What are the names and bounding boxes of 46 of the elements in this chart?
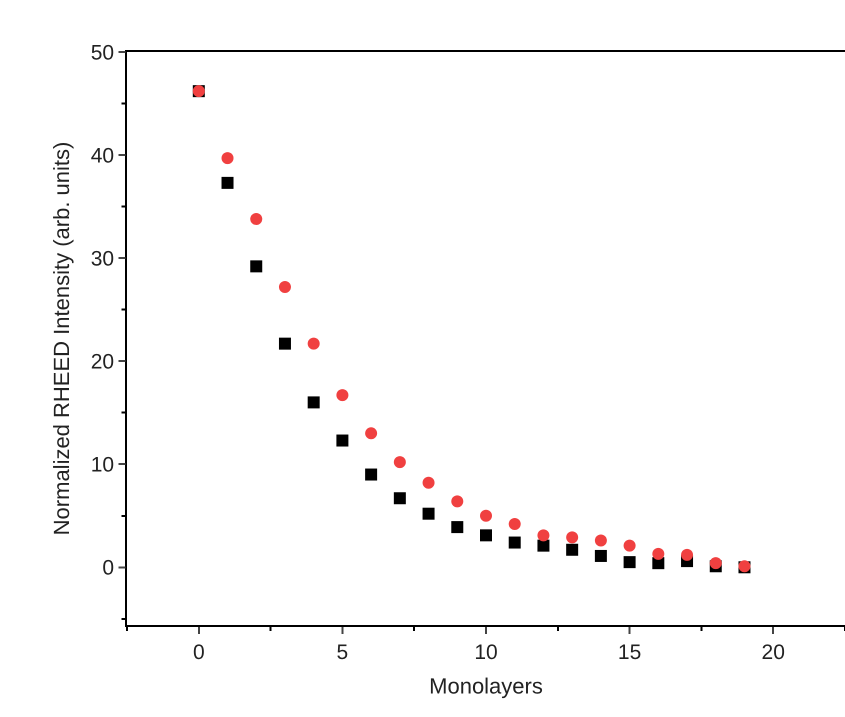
point	[480, 529, 492, 542]
y-axis-title: Normalized RHEED Intensity (arb. units)	[48, 142, 74, 536]
point	[365, 427, 378, 440]
point	[508, 536, 521, 549]
point	[566, 531, 578, 544]
point	[451, 521, 464, 534]
x-tick-label: 5	[336, 640, 348, 664]
point	[537, 540, 550, 552]
y-tick-label: 50	[90, 41, 114, 64]
point	[537, 529, 550, 542]
x-tick-label: 0	[192, 640, 205, 664]
point	[594, 550, 607, 562]
point	[422, 476, 435, 489]
point	[652, 548, 664, 560]
x-tick-label: 10	[474, 640, 498, 664]
x-axis-title: Monolayers	[429, 673, 543, 698]
x-tick-label: 15	[618, 640, 642, 664]
y-tick-label: 30	[90, 247, 114, 270]
point	[308, 338, 320, 350]
point	[278, 338, 291, 350]
point	[624, 540, 636, 552]
point	[594, 534, 607, 546]
x-tick-label: 20	[762, 640, 785, 664]
point	[394, 456, 406, 468]
point	[422, 508, 435, 520]
y-tick-label: 20	[90, 350, 114, 374]
point	[681, 548, 694, 561]
point	[222, 176, 234, 189]
point	[710, 557, 722, 570]
point	[508, 518, 521, 530]
y-tick-label: 10	[90, 454, 114, 477]
point	[480, 510, 492, 522]
point	[250, 260, 262, 272]
point	[566, 544, 578, 556]
point	[278, 280, 291, 293]
y-tick-label: 40	[90, 144, 114, 168]
point	[451, 495, 464, 508]
point	[222, 152, 234, 164]
point	[336, 434, 348, 447]
y-tick-label: 0	[102, 556, 114, 580]
point	[308, 396, 320, 408]
point	[250, 212, 262, 225]
point	[624, 556, 636, 568]
point	[365, 468, 378, 481]
point	[336, 389, 348, 402]
point	[394, 492, 406, 504]
